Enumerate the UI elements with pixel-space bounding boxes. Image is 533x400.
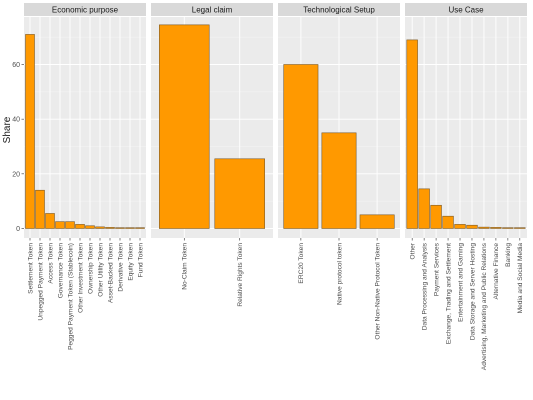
x-tick-label: Advertising, Marketing and Public Relati… [481,242,488,370]
bar [359,214,395,229]
bar [454,224,466,229]
y-tick-label: 60 [12,62,20,69]
bar [406,39,418,229]
facet-strip-label: Use Case [448,6,484,15]
x-tick-label: Ownership Token [87,243,94,294]
facet-strip-label: Legal claim [192,6,233,15]
bar [65,221,75,229]
bar [115,227,125,229]
bar [85,225,95,229]
x-tick-label: Alternative Finance [493,243,500,300]
x-tick-label: Native protocol token [336,243,343,305]
y-tick-label: 0 [16,226,20,233]
x-tick-label: Entertainment and Gaming [457,243,464,322]
x-tick-label: Other Utility Token [97,243,104,297]
x-tick-label: No-Claim Token [182,243,189,290]
bar [25,34,35,229]
bar [125,227,135,229]
facet-strip [151,3,273,16]
x-tick-label: ERC20 Token [298,243,305,284]
bar [159,24,210,229]
facet-panel: Use Case Other Data Processing and Analysi… [405,3,527,370]
bar [502,227,514,229]
facet-panel: Economic purpose Settlement Token Unpegged… [24,3,146,350]
facet-strip [278,3,400,16]
bar [442,215,454,229]
y-tick-label: 40 [12,117,20,124]
bar [430,204,442,229]
x-tick-label: Other Non-Native Protocol Token [374,243,381,340]
x-tick-label: Banking [505,243,512,267]
bar [490,227,502,229]
bar [35,189,45,229]
bar [55,221,65,229]
x-tick-label: Settlement Token [27,243,34,294]
y-axis-title: Share [2,116,13,143]
bar [95,226,105,229]
x-tick-label: Exchange, Trading and Settlement [445,243,452,344]
x-tick-label: Other Investment Token [77,243,84,313]
facet-strip [24,3,146,16]
x-tick-label: Governance Token [57,243,64,299]
x-tick-label: Derivative Token [117,243,124,292]
facet-strip-label: Economic purpose [52,6,119,15]
bar [105,227,115,229]
x-tick-label: Asset-Backed Token [107,243,114,303]
bar [418,188,430,229]
bar [283,64,319,229]
x-tick-label: Access Token [47,243,54,284]
facet-panel: Legal claim No-Claim Token Relative Rights… [151,3,273,307]
y-tick-label: 20 [12,171,20,178]
x-tick-label: Fund Token [137,243,144,278]
bar [514,227,526,229]
bar [135,227,145,229]
x-tick-label: Data Storage and Server Hosting [469,243,476,340]
bar [214,158,265,229]
x-tick-label: Data Processing and Analysis [421,242,428,330]
facet-panel: Technological Setup ERC20 Token Native pro… [278,3,400,340]
bar [321,132,357,229]
bar [45,213,55,229]
bar [75,224,85,229]
x-tick-label: Pegged Payment Token (Stablecoin) [67,243,74,350]
x-tick-label: Relative Rights Token [237,243,244,307]
x-tick-label: Equity Token [127,243,134,281]
facet-strip-label: Technological Setup [303,6,375,15]
x-tick-label: Unpegged Payment Token [37,243,44,321]
x-tick-label: Payment Services [433,242,440,296]
bar [466,224,478,229]
x-tick-label: Media and Social Media [517,243,524,314]
x-tick-label: Other [409,242,416,259]
facet-strip [405,3,527,16]
bar [478,226,490,229]
